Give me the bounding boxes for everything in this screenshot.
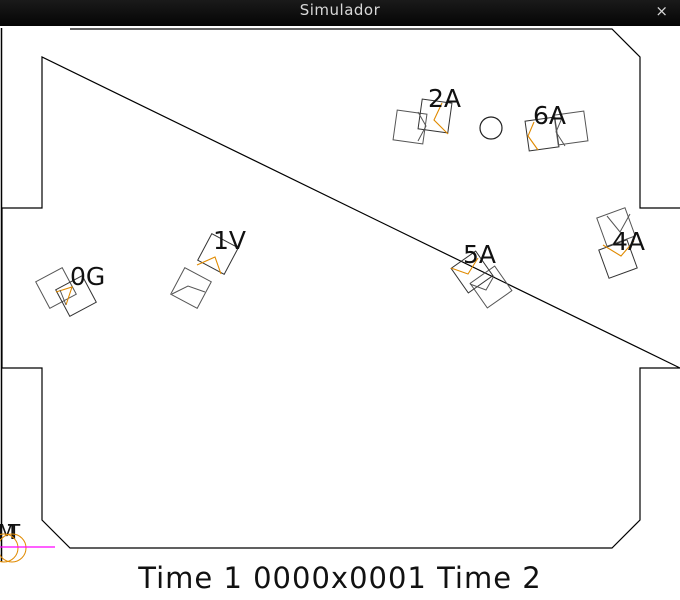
team-1-label: Time 1	[138, 561, 243, 595]
robot-label-2A: 2A	[428, 84, 461, 113]
ball	[479, 116, 503, 140]
soccer-field: 0G 1V 2A 6A	[0, 28, 680, 563]
team-2-label: Time 2	[437, 561, 542, 595]
robot-6A: 6A	[524, 101, 589, 152]
robot-label-6A: 6A	[533, 101, 566, 130]
robot-label-1V: 1V	[213, 226, 246, 255]
corner-indicator: M T	[0, 520, 55, 563]
field-boundary	[1, 28, 680, 549]
window-title: Simulador	[299, 1, 381, 19]
robot-2A: 2A	[392, 84, 461, 145]
close-icon[interactable]: ×	[655, 2, 668, 20]
title-bar[interactable]: Simulador ×	[0, 0, 680, 26]
robot-1V: 1V	[170, 226, 246, 309]
robot-label-5A: 5A	[463, 240, 496, 269]
scoreboard: Time 1 0000x0001 Time 2	[0, 560, 680, 596]
robot-5A: 5A	[450, 240, 513, 309]
corner-label-m: M	[0, 520, 15, 544]
robot-0G: 0G	[35, 262, 105, 317]
score-value: 0000x0001	[253, 561, 427, 595]
robot-label-4A: 4A	[612, 227, 645, 256]
robot-4A: 4A	[596, 207, 645, 279]
corner-label-t: T	[7, 520, 21, 544]
robot-label-0G: 0G	[70, 262, 105, 291]
